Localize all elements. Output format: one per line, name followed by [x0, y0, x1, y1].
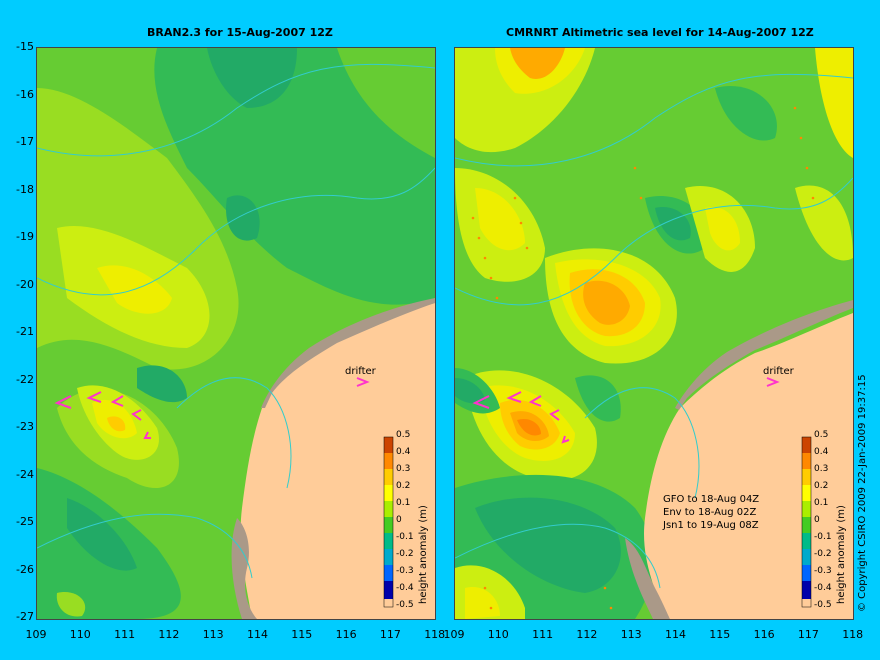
colorbar-tick-label: 0.1 — [814, 498, 829, 508]
longitude-tick-label: 112 — [576, 628, 598, 641]
longitude-tick-label: 116 — [335, 628, 357, 641]
latitude-tick-label: -18 — [16, 182, 34, 196]
latitude-tick-label: -17 — [16, 135, 34, 148]
satellite-track-points — [471, 106, 815, 610]
left-drifter-label: drifter — [345, 366, 376, 377]
colorbar-tick-label: 0.4 — [814, 447, 829, 457]
latitude-tick-label: -16 — [16, 87, 34, 101]
colorbar-tick-label: -0.2 — [814, 549, 832, 559]
longitude-tick-label: 111 — [532, 628, 554, 641]
colorbar-tick-label: 0.3 — [814, 464, 829, 474]
left-colorbar-title: height anomaly (m) — [418, 505, 429, 604]
left-map-panel: drifter 0.5 0.4 0.3 0.2 0.1 0 -0.1 -0.2 -0.3 -0.4… — [36, 47, 436, 620]
longitude-tick-label: 110 — [487, 628, 509, 641]
longitude-tick-label: 111 — [114, 628, 136, 641]
legend-jsn1: Jsn1 to 19-Aug 08Z — [663, 520, 759, 531]
colorbar-tick-label: 0 — [396, 515, 402, 525]
longitude-tick-label: 116 — [753, 628, 775, 641]
colorbar-tick-label: -0.4 — [396, 583, 414, 593]
colorbar-tick-label: 0.2 — [396, 481, 411, 491]
longitude-tick-label: 118 — [842, 628, 864, 641]
latitude-tick-label: -27 — [16, 610, 34, 623]
longitude-tick-label: 117 — [797, 628, 819, 641]
right-map-panel: drifter GFO to 18-Aug 04Z Env to 18-Aug … — [454, 47, 854, 620]
colorbar-tick-label: -0.1 — [396, 532, 414, 542]
colorbar-tick-label: 0.1 — [396, 498, 411, 508]
longitude-tick-label: 110 — [69, 628, 91, 641]
colorbar-tick-label: -0.3 — [814, 566, 832, 576]
colorbar-tick-label: 0 — [814, 515, 820, 525]
legend-gfo: GFO to 18-Aug 04Z — [663, 494, 760, 505]
longitude-tick-label: 114 — [665, 628, 686, 641]
left-map — [37, 48, 435, 619]
colorbar-tick-label: 0.5 — [396, 430, 411, 440]
colorbar-tick-label: 0.2 — [814, 481, 829, 491]
satellite-legend: GFO to 18-Aug 04Z Env to 18-Aug 02Z Jsn1… — [663, 493, 759, 532]
longitude-tick-label: 113 — [620, 628, 642, 641]
colorbar-tick-label: 0.3 — [396, 464, 411, 474]
latitude-tick-label: -22 — [16, 372, 34, 386]
latitude-tick-label: -15 — [16, 40, 34, 53]
longitude-tick-label: 115 — [709, 628, 731, 641]
longitude-tick-label: 114 — [247, 628, 268, 641]
drifter-track — [472, 377, 780, 444]
right-colorbar-title: height anomaly (m) — [836, 505, 847, 604]
colorbar-tick-label: -0.2 — [396, 549, 414, 559]
colorbar-tick-label: -0.1 — [814, 532, 832, 542]
colorbar-tick-label: -0.4 — [814, 583, 832, 593]
copyright-text: © Copyright CSIRO 2009 22-Jan-2009 19:37… — [857, 374, 868, 612]
drifter-track — [54, 377, 370, 439]
latitude-tick-label: -20 — [16, 277, 34, 291]
longitude-tick-label: 117 — [379, 628, 401, 641]
right-panel-title: CMRNRT Altimetric sea level for 14-Aug-2… — [506, 26, 814, 39]
left-colorbar — [383, 436, 394, 608]
longitude-tick-label: 115 — [291, 628, 313, 641]
longitude-tick-label: 113 — [202, 628, 224, 641]
colorbar-tick-label: -0.5 — [814, 600, 832, 610]
colorbar-tick-label: -0.5 — [396, 600, 414, 610]
latitude-tick-label: -23 — [16, 420, 34, 433]
latitude-tick-label: -21 — [16, 325, 34, 338]
right-drifter-label: drifter — [763, 366, 794, 377]
right-map — [455, 48, 853, 619]
longitude-tick-label: 109 — [443, 628, 465, 641]
left-panel-title: BRAN2.3 for 15-Aug-2007 12Z — [147, 26, 333, 39]
longitude-tick-label: 118 — [424, 628, 446, 641]
latitude-tick-label: -26 — [16, 562, 34, 576]
legend-env: Env to 18-Aug 02Z — [663, 507, 757, 518]
colorbar-tick-label: 0.5 — [814, 430, 829, 440]
latitude-tick-label: -24 — [16, 467, 34, 481]
colorbar-tick-label: 0.4 — [396, 447, 411, 457]
longitude-tick-label: 109 — [25, 628, 47, 641]
longitude-tick-label: 112 — [158, 628, 180, 641]
latitude-tick-label: -19 — [16, 230, 34, 243]
latitude-tick-label: -25 — [16, 515, 34, 528]
colorbar-tick-label: -0.3 — [396, 566, 414, 576]
right-colorbar — [801, 436, 812, 608]
